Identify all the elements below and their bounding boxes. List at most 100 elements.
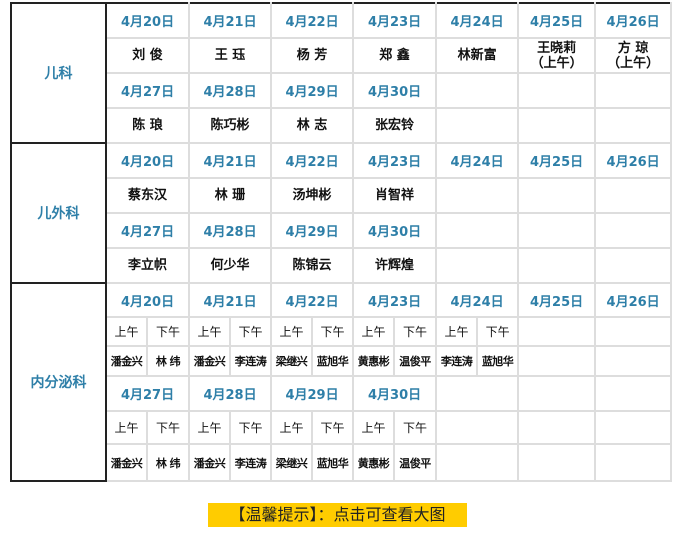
shift-label: 下午: [311, 316, 355, 347]
doctor-name: 陈 琅: [104, 107, 191, 144]
doctor-name: 陈锦云: [270, 247, 355, 284]
date-cell: 4月22日: [270, 2, 355, 39]
date-cell: 4月23日: [352, 142, 438, 179]
doctor-name: [594, 107, 673, 144]
doctor-name: 黄惠彬: [352, 345, 396, 377]
doctor-name: 林 纬: [145, 345, 191, 377]
date-cell: [517, 212, 597, 249]
schedule-row: 上午 下午 上午 下午 上午 下午 上午 下午 上午 下午: [11, 316, 673, 347]
date-cell: 4月27日: [104, 375, 191, 412]
doctor-name: 潘金兴: [188, 345, 232, 377]
empty-cell: [594, 345, 673, 377]
date-cell: 4月21日: [188, 2, 273, 39]
doctor-name: 梁继兴: [270, 345, 314, 377]
date-cell: [517, 72, 597, 109]
doctor-name: [435, 107, 520, 144]
date-cell: 4月28日: [188, 375, 273, 412]
empty-cell: [517, 345, 597, 377]
date-cell: [435, 212, 520, 249]
date-cell: 4月26日: [594, 2, 673, 39]
empty-cell: [435, 410, 520, 445]
date-cell: 4月22日: [270, 142, 355, 179]
shift-label: 上午: [270, 410, 314, 445]
date-cell: 4月20日: [104, 142, 191, 179]
department-name: 儿外科: [10, 142, 107, 284]
doctor-name: 方 琼 （上午）: [594, 37, 673, 74]
date-cell: 4月30日: [352, 72, 438, 109]
date-cell: 4月29日: [270, 375, 355, 412]
empty-cell: [517, 443, 597, 482]
tip-banner[interactable]: 【温馨提示】：点击可查看大图: [208, 503, 467, 527]
date-cell: [594, 212, 673, 249]
date-cell: 4月25日: [517, 282, 597, 318]
schedule-row: 潘金兴林 纬潘金兴 李连涛 梁继兴 蓝旭华 黄惠彬 温俊平: [11, 443, 673, 482]
date-cell: [594, 72, 673, 109]
doctor-name: 许辉煌: [352, 247, 438, 284]
department-name: 内分泌科: [10, 282, 107, 482]
date-cell: 4月26日: [594, 142, 673, 179]
schedule-row: 潘金兴林 纬潘金兴 李连涛 梁继兴 蓝旭华 黄惠彬 温俊平 李连涛 蓝旭华: [11, 345, 673, 377]
empty-cell: [517, 410, 597, 445]
date-cell: 4月22日: [270, 282, 355, 318]
empty-cell: [594, 316, 673, 347]
doctor-name: 温俊平: [393, 345, 438, 377]
shift-label: 下午: [229, 410, 273, 445]
doctor-name: 王晓莉 （上午）: [517, 37, 597, 74]
doctor-name: 李连涛: [435, 345, 479, 377]
doctor-name: [517, 247, 597, 284]
doctor-name: [594, 247, 673, 284]
date-cell: 4月24日: [435, 142, 520, 179]
date-cell: 4月29日: [270, 72, 355, 109]
doctor-name: 蓝旭华: [311, 345, 355, 377]
schedule-row: 4月27日 4月28日 4月29日 4月30日: [11, 375, 673, 412]
doctor-name: 李连涛: [229, 345, 273, 377]
schedule-row: 4月27日 4月28日 4月29日 4月30日: [11, 212, 673, 249]
empty-cell: [594, 410, 673, 445]
schedule-row: 陈 琅陈巧彬林 志张宏铃: [11, 107, 673, 144]
shift-label: 上午: [105, 316, 148, 347]
date-cell: 4月21日: [188, 142, 273, 179]
shift-label: 上午: [352, 316, 396, 347]
date-cell: 4月30日: [352, 212, 438, 249]
shift-label: 下午: [229, 316, 273, 347]
doctor-name: 肖智祥: [352, 177, 438, 214]
doctor-name: 黄惠彬: [352, 443, 396, 482]
doctor-name: 李连涛: [229, 443, 273, 482]
shift-label: 下午: [476, 316, 520, 347]
shift-label: 上午: [270, 316, 314, 347]
schedule-row: 4月27日 4月28日 4月29日 4月30日: [11, 72, 673, 109]
date-cell: [517, 375, 597, 412]
date-cell: 4月23日: [352, 2, 438, 39]
department-name: 儿科: [10, 2, 107, 144]
date-cell: 4月27日: [104, 72, 191, 109]
doctor-name: [517, 107, 597, 144]
doctor-name: 陈巧彬: [188, 107, 273, 144]
shift-label: 上午: [435, 316, 479, 347]
doctor-name: 郑 鑫: [352, 37, 438, 74]
shift-label: 上午: [105, 410, 148, 445]
doctor-name: 蔡东汉: [104, 177, 191, 214]
empty-cell: [435, 443, 520, 482]
doctor-name: 汤坤彬: [270, 177, 355, 214]
doctor-name: 张宏铃: [352, 107, 438, 144]
date-cell: 4月29日: [270, 212, 355, 249]
date-cell: 4月30日: [352, 375, 438, 412]
schedule-row: 儿外科 4月20日 4月21日 4月22日 4月23日 4月24日 4月25日 4月26日: [10, 142, 673, 284]
date-cell: [435, 375, 520, 412]
date-cell: 4月21日: [188, 282, 273, 318]
doctor-name: 李立帜: [104, 247, 191, 284]
schedule-row: 内分泌科 4月20日 4月21日 4月22日 4月23日 4月24日 4月25日 4月26日: [10, 282, 673, 482]
doctor-name: 林 志: [270, 107, 355, 144]
date-cell: 4月26日: [594, 282, 673, 318]
shift-label: 上午: [352, 410, 396, 445]
doctor-name: 温俊平: [393, 443, 438, 482]
doctor-name: [435, 177, 520, 214]
doctor-name: 杨 芳: [270, 37, 355, 74]
date-cell: 4月25日: [517, 142, 597, 179]
shift-label: 下午: [393, 410, 438, 445]
doctor-name: 蓝旭华: [476, 345, 520, 377]
doctor-name: 林新富: [435, 37, 520, 74]
date-cell: 4月20日: [104, 2, 191, 39]
doctor-name: 潘金兴: [105, 443, 148, 482]
schedule-row: 刘 俊王 珏杨 芳郑 鑫林新富 王晓莉 （上午）方 琼 （上午）: [11, 37, 673, 74]
